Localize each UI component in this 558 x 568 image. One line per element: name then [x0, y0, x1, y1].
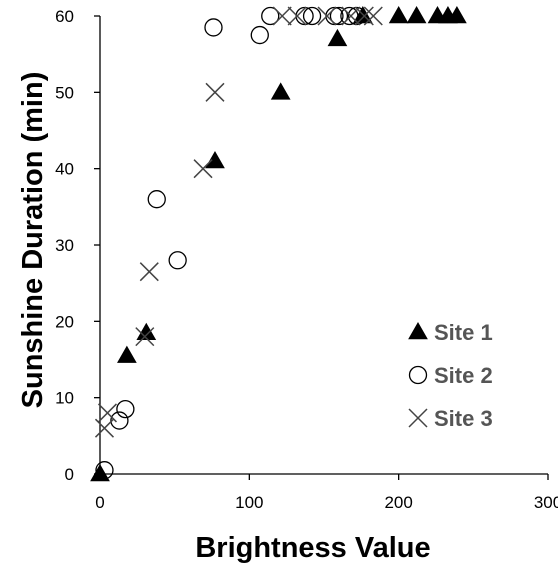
data-point [329, 6, 349, 26]
data-point [287, 6, 307, 26]
x-marker-stroke [94, 418, 115, 438]
x-marker-stroke [317, 6, 337, 26]
y-tick-label: 0 [65, 465, 74, 484]
data-point [295, 6, 314, 26]
y-tick-label: 20 [55, 312, 74, 331]
y-tick-label: 40 [55, 160, 74, 179]
x-marker-stroke [341, 6, 361, 26]
data-point [388, 5, 409, 24]
y-axis-title: Sunshine Duration (min) [17, 72, 49, 409]
x-marker-stroke [97, 403, 117, 423]
legend-marker [408, 408, 428, 428]
legend-label: Site 3 [434, 406, 493, 431]
data-point [90, 463, 110, 482]
series-1 [90, 5, 467, 482]
data-point [94, 418, 115, 438]
data-point [116, 399, 135, 419]
x-tick-label: 100 [235, 493, 263, 512]
data-point [95, 461, 114, 480]
x-tick-label: 0 [95, 493, 104, 512]
x-axis-title: Brightness Value [195, 532, 430, 563]
x-marker-stroke [193, 159, 213, 179]
data-point [204, 18, 223, 37]
x-marker-stroke [408, 408, 428, 428]
data-point [341, 6, 361, 26]
data-point [205, 151, 225, 169]
data-point [270, 82, 291, 100]
x-marker-stroke [139, 262, 159, 282]
series-2 [95, 6, 367, 480]
legend-marker [408, 321, 428, 340]
data-point [139, 262, 159, 282]
legend-marker [408, 365, 428, 385]
data-point [363, 6, 383, 26]
y-tick-label: 50 [55, 83, 74, 102]
data-point [261, 6, 280, 26]
data-point [272, 6, 292, 26]
x-tick-label: 300 [534, 493, 558, 512]
data-point [354, 6, 374, 26]
data-point [97, 403, 117, 423]
data-point [193, 159, 213, 179]
y-tick-label: 10 [55, 389, 74, 408]
data-point [302, 6, 322, 26]
data-point [147, 190, 166, 209]
x-marker-stroke [135, 327, 155, 347]
legend-label: Site 1 [434, 320, 493, 345]
x-tick-label: 200 [384, 493, 412, 512]
x-marker-stroke [287, 6, 307, 26]
data-point [205, 82, 225, 102]
legend-label: Site 2 [434, 363, 493, 388]
data-point [168, 251, 187, 270]
data-point [117, 345, 137, 363]
data-point [317, 6, 337, 26]
data-point [340, 6, 359, 26]
x-marker-stroke [354, 6, 374, 26]
x-marker-stroke [272, 6, 292, 26]
y-tick-label: 30 [55, 236, 74, 255]
data-point [447, 5, 467, 24]
legend: Site 1 Site 2 Site 3 [408, 320, 493, 431]
data-point [135, 327, 155, 347]
x-marker-stroke [363, 6, 383, 26]
series-3 [94, 6, 383, 438]
y-tick-label: 60 [55, 7, 74, 26]
data-point [406, 5, 427, 24]
data-point [327, 28, 348, 47]
data-point [110, 411, 129, 430]
data-point [250, 25, 269, 45]
x-marker-stroke [205, 82, 225, 102]
